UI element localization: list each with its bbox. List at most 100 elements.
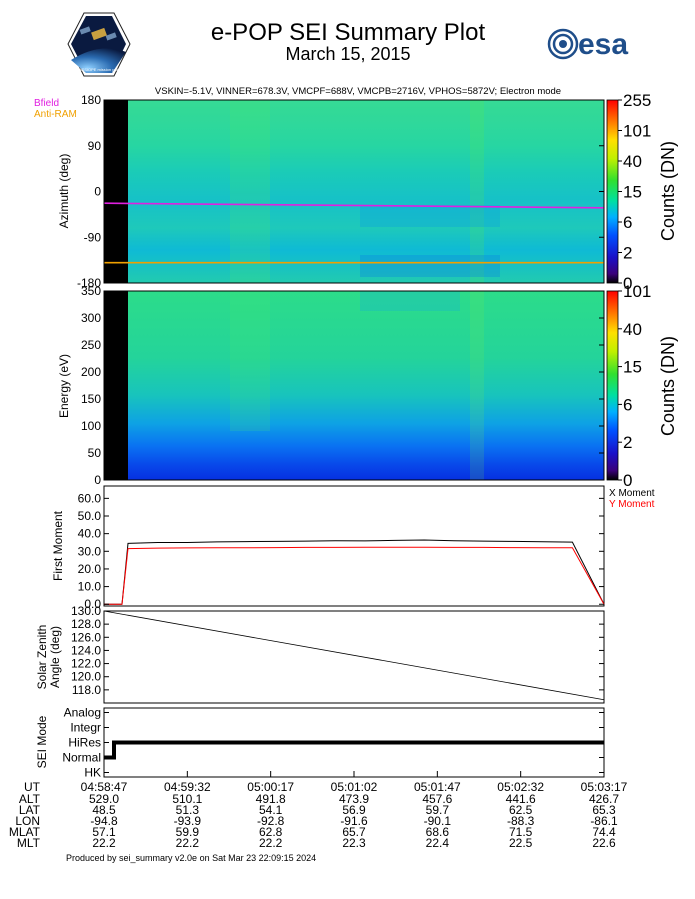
y-tick-label: Analog <box>64 706 101 720</box>
colorbar-tick-label: 2 <box>623 433 632 452</box>
time-axis-cell: -88.3 <box>507 814 535 828</box>
colorbar-tick-label: 40 <box>623 320 642 339</box>
y-tick-label: 150 <box>81 392 101 406</box>
y-tick-label: 200 <box>81 365 101 379</box>
time-axis-cell: 68.6 <box>426 825 450 839</box>
first-moment-y-axis: 60.0 50.0 40.0 30.0 20.0 10.0 0.0 <box>78 491 604 611</box>
energy-heatmap <box>128 291 604 480</box>
time-axis-cell: -90.1 <box>424 814 452 828</box>
esa-logo-text: esa <box>578 28 628 61</box>
time-axis-cell: 74.4 <box>592 825 616 839</box>
y-tick-label: 0 <box>94 185 101 199</box>
time-axis-cell: 05:01:47 <box>414 780 461 794</box>
azimuth-colorbar: 255 101 40 15 6 2 0 Counts (DN) <box>606 91 678 293</box>
y-tick-label: 10.0 <box>78 580 102 594</box>
time-axis-cell: -93.9 <box>174 814 202 828</box>
azimuth-panel: 180 90 0 -90 -180 Azimuth (deg) <box>57 93 605 290</box>
colorbar-tick-label: 101 <box>623 122 651 141</box>
y-tick-label: 180 <box>81 93 101 107</box>
time-axis-cell: 473.9 <box>339 792 369 806</box>
time-axis-cell: 22.2 <box>92 836 116 850</box>
energy-colorbar: 101 40 15 6 2 0 Counts (DN) <box>606 282 678 490</box>
energy-colorbar-label: Counts (DN) <box>658 336 678 436</box>
time-axis-cell: 54.1 <box>259 803 283 817</box>
sei-mode-ylabel: SEI Mode <box>35 715 49 768</box>
y-tick-label: 40.0 <box>78 527 102 541</box>
y-tick-label: 350 <box>81 284 101 298</box>
time-axis-cell: 04:59:32 <box>164 780 211 794</box>
y-tick-label: 0 <box>94 473 101 487</box>
y-tick-label: Normal <box>62 751 101 765</box>
time-axis-cell: 426.7 <box>589 792 619 806</box>
y-tick-label: 50.0 <box>78 509 102 523</box>
time-axis-cell: 05:03:17 <box>581 780 628 794</box>
colorbar-tick-label: 0 <box>623 471 632 490</box>
footer-credit: Produced by sei_summary v2.0e on Sat Mar… <box>66 853 316 863</box>
y-tick-label: 30.0 <box>78 544 102 558</box>
y-tick-label: 50 <box>88 446 102 460</box>
colorbar-tick-label: 101 <box>623 282 651 301</box>
colorbar-tick-label: 15 <box>623 183 642 202</box>
legend-bfield: Bfield <box>34 98 59 109</box>
time-axis-cell: -92.8 <box>257 814 285 828</box>
instrument-params: VSKIN=-5.1V, VINNER=678.3V, VMCPF=688V, … <box>155 86 561 97</box>
time-axis-cell: 510.1 <box>172 792 202 806</box>
y-tick-label: 122.0 <box>71 657 101 671</box>
solar-zenith-ylabel-line2: Angle (deg) <box>48 626 62 688</box>
time-axis-cell: -86.1 <box>590 814 618 828</box>
cassiope-logo: CASSIOPE mission patch <box>67 12 131 77</box>
y-tick-label: 300 <box>81 311 101 325</box>
time-axis-cell: 65.7 <box>342 825 366 839</box>
time-axis-cell: 22.4 <box>426 836 450 850</box>
azimuth-ylabel: Azimuth (deg) <box>57 154 71 229</box>
y-moment-line <box>104 546 605 605</box>
time-axis-cell: 56.9 <box>342 803 366 817</box>
legend-antiram: Anti-RAM <box>34 109 77 120</box>
time-axis-cell: 71.5 <box>509 825 533 839</box>
y-tick-label: 124.0 <box>71 643 101 657</box>
y-tick-label: HK <box>84 766 101 780</box>
solar-zenith-ylabel-line1: Solar Zenith <box>35 625 49 690</box>
time-axis-cell: 491.8 <box>256 792 286 806</box>
y-tick-label: 130.0 <box>71 604 101 618</box>
y-tick-label: 0.0 <box>84 597 101 611</box>
time-axis-cell: 05:00:17 <box>247 780 294 794</box>
colorbar-tick-label: 6 <box>623 213 632 232</box>
azimuth-colorbar-label: Counts (DN) <box>658 141 678 241</box>
time-axis-cell: 05:01:02 <box>331 780 378 794</box>
y-tick-label: 20.0 <box>78 562 102 576</box>
energy-y-axis: 350 300 250 200 150 100 50 0 <box>81 284 604 487</box>
bfield-line <box>103 202 605 209</box>
time-axis-row-label: UT <box>24 780 41 794</box>
time-axis-cell: 62.5 <box>509 803 533 817</box>
time-axis-row-label: ALT <box>19 792 41 806</box>
cassiope-logo-text: CASSIOPE mission patch <box>76 67 122 72</box>
time-axis-row-label: MLAT <box>9 825 41 839</box>
y-tick-label: 250 <box>81 338 101 352</box>
first-moment-ylabel: First Moment <box>51 510 65 581</box>
y-tick-label: Integr <box>70 721 101 735</box>
y-tick-label: 126.0 <box>71 630 101 644</box>
y-tick-label: 118.0 <box>72 683 101 697</box>
time-axis-cell: 441.6 <box>506 792 536 806</box>
y-tick-label: HiRes <box>68 736 101 750</box>
energy-ylabel: Energy (eV) <box>57 354 71 418</box>
first-moment-panel: 60.0 50.0 40.0 30.0 20.0 10.0 0.0 First Moment… <box>51 485 655 611</box>
y-tick-label: -180 <box>77 276 101 290</box>
colorbar-tick-label: 15 <box>623 358 642 377</box>
azimuth-y-axis: 180 90 0 -90 -180 <box>77 93 604 290</box>
time-axis-cell: 22.2 <box>176 836 200 850</box>
y-tick-label: 60.0 <box>78 491 102 505</box>
y-tick-label: 100 <box>81 419 101 433</box>
legend-x-moment: X Moment <box>609 488 655 499</box>
plot-title: e-POP SEI Summary Plot <box>211 19 486 46</box>
legend-y-moment: Y Moment <box>609 499 655 510</box>
time-axis-row-label: MLT <box>17 836 41 850</box>
time-axis-cell: 529.0 <box>89 792 119 806</box>
y-tick-label: 120.0 <box>71 670 101 684</box>
